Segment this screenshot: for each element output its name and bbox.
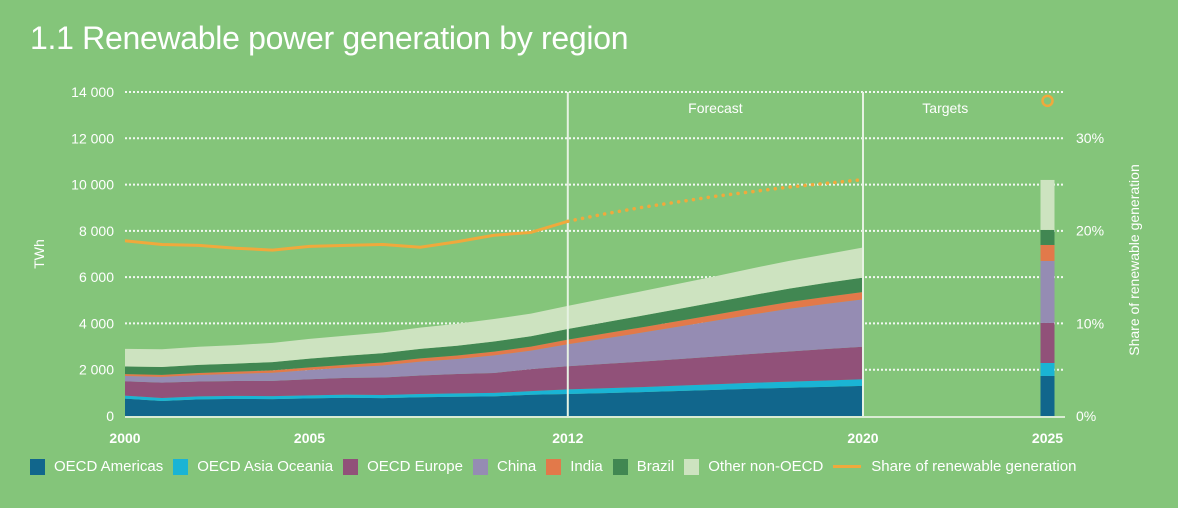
legend-item: OECD Asia Oceania: [173, 458, 333, 475]
axes: 0 2 000 4 000 6 000 8 000 10 000 12 000 14 000 0…: [31, 84, 1142, 446]
target-bar-segment: [1040, 260, 1055, 323]
target-share-marker: [1041, 94, 1054, 108]
chart-title: 1.1 Renewable power generation by region: [30, 20, 629, 56]
legend-label: OECD Europe: [367, 458, 463, 475]
y2-tick-label: 10%: [1076, 315, 1104, 331]
legend-swatch: [343, 458, 359, 475]
share-line-forecast: [566, 177, 865, 224]
area-oecd-americas: [125, 385, 863, 416]
y-tick-label: 6 000: [79, 269, 114, 285]
y2-tick-label: 30%: [1076, 130, 1104, 146]
target-bar-segment: [1040, 375, 1055, 416]
x-tick-label: 2000: [109, 430, 140, 446]
y-tick-label: 12 000: [71, 130, 114, 146]
region-label-forecast: Forecast: [688, 100, 743, 116]
legend-swatch: [30, 458, 45, 475]
y-tick-label: 4 000: [79, 315, 114, 331]
y2-axis-label: Share of renewable generation: [1126, 164, 1142, 355]
legend-item: Other non-OECD: [684, 458, 823, 475]
y-tick-label: 10 000: [71, 177, 114, 193]
legend-label: OECD Asia Oceania: [197, 458, 334, 475]
target-bar-2025: [1040, 94, 1055, 416]
legend-label: Other non-OECD: [708, 458, 824, 475]
legend-label: OECD Americas: [54, 458, 164, 475]
x-tick-label: 2012: [552, 430, 583, 446]
legend-swatch: [472, 458, 488, 475]
area-oecd-asia-oceania: [125, 379, 863, 401]
legend-item: China: [472, 458, 537, 475]
x-tick-label: 2005: [294, 430, 325, 446]
legend-label: Brazil: [636, 458, 675, 475]
y-tick-label: 14 000: [71, 84, 114, 100]
target-bar-segment: [1040, 363, 1055, 376]
y-tick-label: 2 000: [79, 362, 114, 378]
target-bar-segment: [1040, 322, 1055, 364]
target-bar-segment: [1040, 244, 1055, 261]
legend-item: OECD Americas: [30, 458, 163, 475]
legend-item-share: Share of renewable generation: [833, 458, 1076, 475]
legend-line-swatch: [833, 465, 862, 468]
legend: OECD Americas OECD Asia Oceania OECD Europ…: [30, 458, 1086, 475]
legend-swatch: [612, 458, 628, 475]
legend-item: Brazil: [612, 458, 675, 475]
target-bar-segment: [1040, 229, 1055, 245]
legend-label: China: [496, 458, 537, 475]
y-tick-label: 8 000: [79, 223, 114, 239]
y-axis-label: TWh: [31, 239, 47, 269]
region-label-targets: Targets: [922, 100, 968, 116]
legend-label: India: [570, 458, 603, 475]
y2-tick-label: 0%: [1076, 408, 1096, 424]
x-tick-label: 2020: [847, 430, 878, 446]
area-china: [125, 299, 863, 383]
legend-swatch: [684, 458, 700, 475]
legend-swatch: [546, 458, 562, 475]
target-bar-segment: [1040, 179, 1055, 230]
x-tick-label: 2025: [1032, 430, 1063, 446]
share-line-actual: [124, 219, 569, 252]
share-line: [124, 177, 865, 252]
y2-tick-label: 20%: [1076, 223, 1104, 239]
legend-item: OECD Europe: [343, 458, 463, 475]
region-dividers: Forecast Targets: [566, 92, 968, 416]
legend-item: India: [546, 458, 603, 475]
area-other-non-oecd: [125, 247, 863, 368]
y-tick-label: 0: [106, 408, 114, 424]
legend-swatch: [173, 458, 189, 475]
legend-label: Share of renewable generation: [871, 458, 1077, 475]
area-brazil: [125, 277, 863, 375]
stacked-areas: [125, 247, 863, 416]
area-oecd-europe: [125, 346, 863, 398]
